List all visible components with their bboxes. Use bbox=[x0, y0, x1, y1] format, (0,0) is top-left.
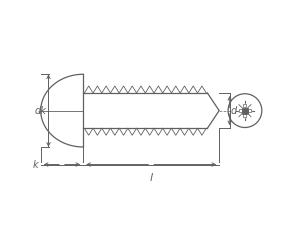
Polygon shape bbox=[41, 74, 83, 147]
Polygon shape bbox=[207, 93, 219, 128]
Bar bbox=[243, 114, 247, 117]
Bar bbox=[243, 104, 247, 108]
Bar bbox=[243, 104, 247, 108]
Bar bbox=[243, 114, 247, 117]
Text: k: k bbox=[33, 160, 38, 169]
Text: l: l bbox=[150, 173, 153, 183]
Polygon shape bbox=[83, 93, 207, 128]
Text: d: d bbox=[231, 106, 237, 116]
Bar bbox=[239, 109, 242, 112]
Bar bbox=[239, 109, 242, 112]
Bar bbox=[248, 109, 251, 112]
Text: dk: dk bbox=[34, 106, 46, 116]
Polygon shape bbox=[242, 108, 248, 114]
Bar bbox=[248, 109, 251, 112]
